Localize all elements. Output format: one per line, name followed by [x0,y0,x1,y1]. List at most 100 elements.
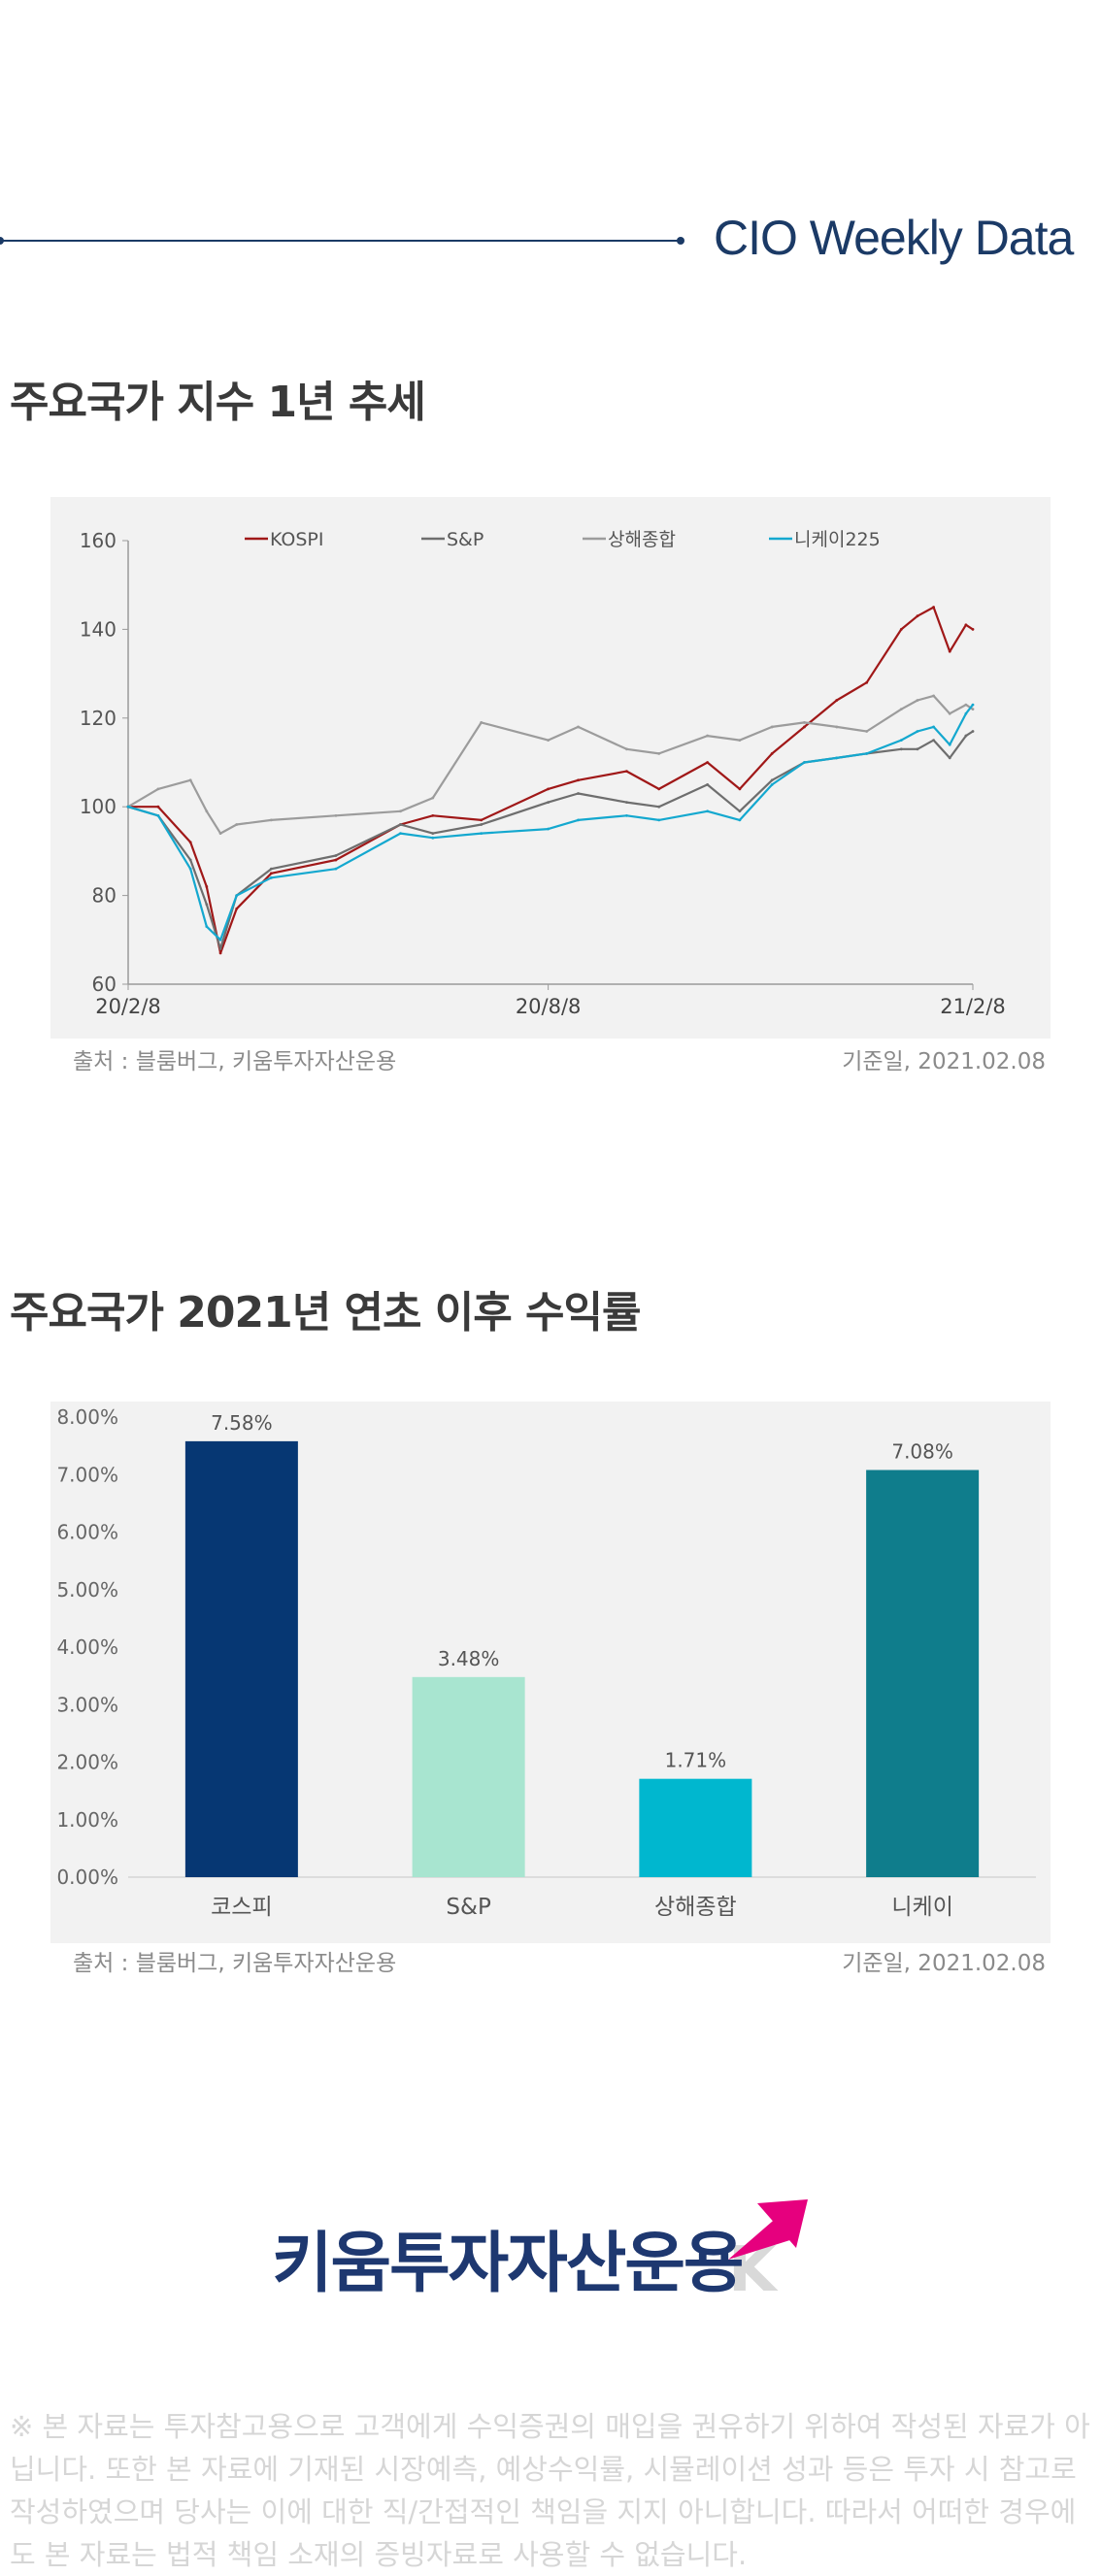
series-point-2 [431,832,435,836]
logo-text: 키움투자자산운용 [272,2226,744,2302]
series-point-3 [916,699,919,702]
series-point-4 [948,743,951,746]
header-divider-dot [0,237,4,245]
series-point-2 [964,734,968,738]
series-point-3 [706,734,710,738]
series-point-1 [964,623,968,627]
series-point-3 [964,703,968,707]
series-point-3 [932,694,935,698]
bar-2 [412,1676,525,1877]
series-point-4 [899,739,903,743]
y-tick-label: 1.00% [56,1808,118,1832]
series-point-3 [971,708,975,711]
section-title-ytd-return: 주요국가 2021년 연초 이후 수익률 [10,1288,641,1338]
section-title-index-trend: 주요국가 지수 1년 추세 [10,378,426,427]
series-point-1 [156,805,160,809]
series-point-1 [738,787,742,791]
series-point-4 [803,761,806,764]
series-point-4 [964,711,968,715]
series-point-4 [971,703,975,707]
series-point-2 [657,805,661,809]
series-point-1 [235,907,239,910]
company-logo: K 키움투자자산운용 [272,2192,816,2318]
page-header-title: CIO Weekly Data [714,211,1074,265]
y-tick-label: 100 [80,795,117,818]
series-point-3 [480,720,484,724]
category-label: S&P [446,1895,491,1920]
category-label: 니케이 [891,1895,952,1920]
series-point-1 [577,778,580,782]
series-point-2 [334,854,338,857]
series-point-4 [156,813,160,817]
category-label: 상해종합 [654,1895,737,1920]
series-point-2 [916,747,919,751]
bar-chart: 0.00% 1.00% 2.00% 3.00% 4.00% 5.00% 6.00% 7.00%… [56,1405,1036,1920]
bar-chart-base-date: 기준일, 2021.02.08 [842,1951,1046,1976]
series-point-4 [770,782,774,786]
series-point-4 [738,818,742,822]
series-point-1 [899,628,903,631]
bar-3 [639,1778,752,1877]
series-point-4 [835,756,839,760]
x-tick-label: 20/2/8 [95,995,161,1018]
series-point-1 [971,628,975,631]
y-tick-label: 160 [80,529,117,552]
bar-data-label: 3.48% [438,1647,500,1670]
series-point-4 [657,818,661,822]
series-point-4 [932,725,935,729]
bar-chart-panel: 0.00% 1.00% 2.00% 3.00% 4.00% 5.00% 6.00% 7.00%… [50,1402,1051,1943]
legend-label: 상해종합 [608,529,676,550]
series-point-2 [269,867,273,871]
y-tick-label: 140 [80,617,117,641]
series-point-2 [399,823,402,826]
series-point-3 [770,725,774,729]
series-point-3 [334,813,338,817]
series-point-3 [431,796,435,800]
line-chart-panel: 60 80 100 120 140 160 20/2/8 20/8/8 21/2/8 KOSPI S… [50,497,1051,1039]
series-point-3 [235,823,239,826]
legend-label: KOSPI [270,529,324,550]
series-point-1 [948,649,951,653]
series-point-1 [932,606,935,609]
disclaimer-text: ※ 본 자료는 투자참고용으로 고객에게 수익증권의 매입을 권유하기 위하여 … [10,2410,1090,2571]
bar-data-label: 7.58% [211,1411,273,1435]
series-point-2 [625,801,628,805]
series-point-3 [657,751,661,755]
series-point-2 [205,903,209,907]
series-point-1 [916,614,919,618]
series-line-1 [128,606,974,955]
x-tick-label: 20/8/8 [516,995,582,1018]
legend-label: 니케이225 [794,529,881,550]
y-tick-label: 8.00% [56,1405,118,1429]
y-tick-label: 120 [80,707,117,730]
series-point-2 [547,801,550,805]
series-point-3 [625,747,628,751]
series-point-4 [577,818,580,822]
series-point-2 [932,739,935,743]
series-point-2 [480,823,484,826]
series-point-4 [865,751,869,755]
series-point-1 [218,951,222,955]
series-point-1 [188,841,192,844]
series-point-1 [657,787,661,791]
series-point-2 [577,792,580,795]
series-line-3 [127,694,974,835]
bar-4 [866,1470,980,1877]
series-point-4 [235,894,239,897]
series-point-3 [865,730,869,733]
series-point-3 [269,818,273,822]
series-point-1 [334,858,338,862]
series-point-2 [188,858,192,862]
series-point-4 [547,827,550,831]
series-point-4 [126,805,130,809]
series-point-4 [205,925,209,928]
series-point-3 [399,809,402,813]
logo-mark-icon: K [728,2199,808,2306]
y-tick-label: 80 [92,884,117,908]
series-point-4 [431,836,435,840]
series-line-2 [127,730,974,950]
y-tick-label: 2.00% [56,1751,118,1774]
series-point-1 [431,813,435,817]
y-tick-label: 60 [92,973,117,996]
bar-1 [184,1440,298,1877]
